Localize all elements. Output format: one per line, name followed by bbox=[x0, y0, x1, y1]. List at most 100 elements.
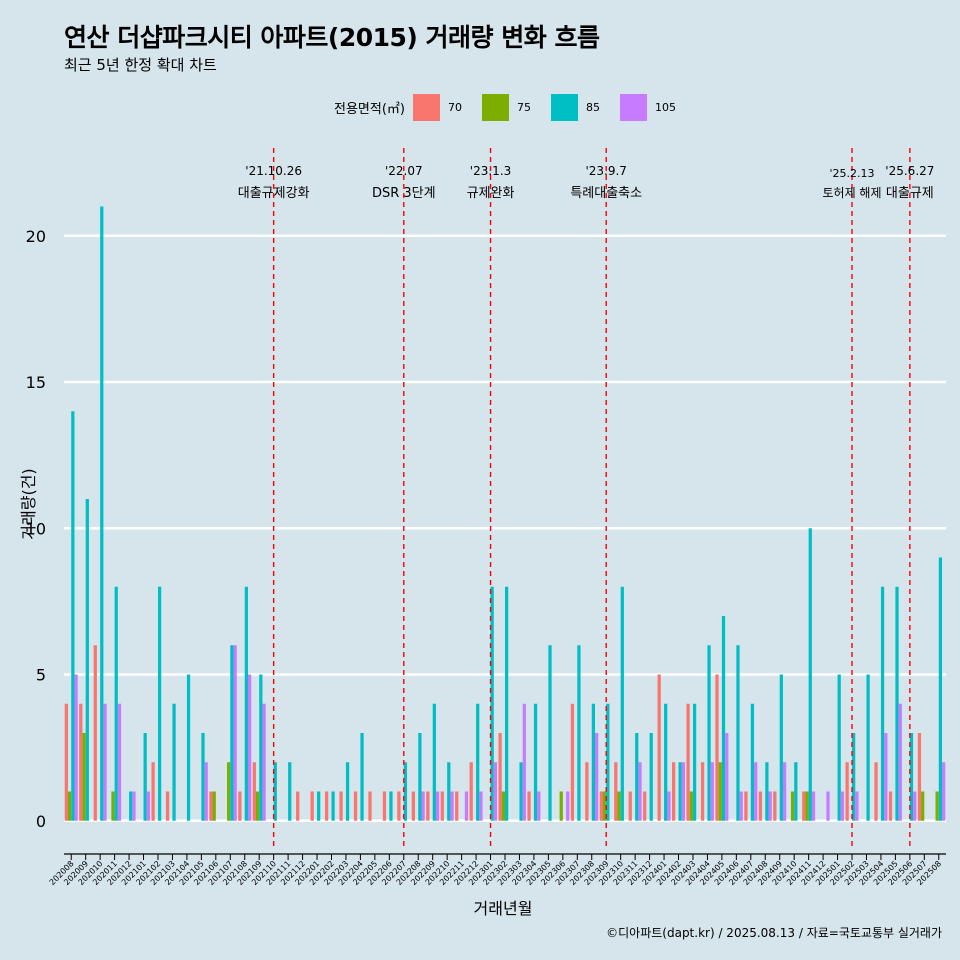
legend-label-105: 105 bbox=[654, 100, 676, 114]
bar-85-202401 bbox=[664, 703, 668, 821]
bar-85-202310 bbox=[620, 586, 624, 821]
bar-75-202302 bbox=[501, 791, 505, 821]
bar-105-202211 bbox=[464, 791, 469, 821]
bar-70-202408 bbox=[758, 791, 763, 821]
bar-105-202306 bbox=[566, 791, 570, 821]
bar-70-202201 bbox=[310, 791, 314, 821]
y-tick-label: 5 bbox=[36, 666, 46, 685]
bar-85-202206 bbox=[389, 791, 393, 821]
y-tick-label: 0 bbox=[36, 812, 46, 831]
legend-label-75: 75 bbox=[516, 100, 531, 114]
bar-75-202309 bbox=[602, 791, 607, 821]
bar-105-202012 bbox=[132, 791, 136, 821]
bar-75-202411 bbox=[805, 791, 809, 821]
bar-105-202311 bbox=[638, 762, 642, 821]
bar-85-202302 bbox=[505, 586, 509, 821]
bar-105-202108 bbox=[247, 674, 252, 821]
bar-70-202106 bbox=[209, 791, 213, 821]
bar-105-202401 bbox=[667, 791, 671, 821]
bar-70-202505 bbox=[888, 791, 893, 821]
bar-85-202305 bbox=[548, 645, 552, 821]
bar-70-202310 bbox=[614, 762, 618, 821]
bar-70-202205 bbox=[368, 791, 372, 821]
bar-105-202101 bbox=[146, 791, 151, 821]
bar-85-202504 bbox=[880, 586, 885, 821]
bar-70-202008 bbox=[64, 703, 68, 821]
bar-85-202104 bbox=[186, 674, 191, 821]
bar-85-202207 bbox=[403, 762, 408, 821]
bar-105-202501 bbox=[840, 791, 845, 821]
bar-85-202404 bbox=[707, 645, 711, 821]
bar-70-202109 bbox=[252, 762, 256, 821]
bar-70-202209 bbox=[426, 791, 430, 821]
bar-70-202206 bbox=[382, 791, 387, 821]
bar-105-202412 bbox=[826, 791, 830, 821]
x-axis: 2020082020092020102020112020122021012021… bbox=[48, 853, 946, 887]
bar-75-202109 bbox=[255, 791, 260, 821]
bar-70-202010 bbox=[93, 645, 97, 821]
legend-label-70: 70 bbox=[447, 100, 462, 114]
legend-item-70: 70 bbox=[412, 93, 474, 121]
bar-85-202501 bbox=[837, 674, 841, 821]
bar-70-202304 bbox=[527, 791, 531, 821]
bar-85-202208 bbox=[418, 733, 422, 821]
bar-105-202107 bbox=[233, 645, 237, 821]
bar-105-202301 bbox=[493, 762, 498, 821]
bar-85-202301 bbox=[490, 586, 494, 821]
bars bbox=[64, 206, 946, 821]
bar-70-202405 bbox=[715, 674, 719, 821]
bar-85-202010 bbox=[100, 206, 104, 821]
bar-85-202508 bbox=[938, 557, 943, 821]
bar-70-202108 bbox=[238, 791, 242, 821]
bar-70-202507 bbox=[917, 733, 922, 821]
bar-85-202506 bbox=[909, 733, 914, 821]
bar-85-202408 bbox=[765, 762, 769, 821]
y-axis-label: 거래량(건) bbox=[19, 468, 38, 539]
bar-85-202407 bbox=[750, 703, 755, 821]
bar-70-202207 bbox=[397, 791, 401, 821]
bar-105-202508 bbox=[942, 762, 946, 821]
y-tick-label: 10 bbox=[26, 519, 46, 538]
bar-70-202312 bbox=[643, 791, 647, 821]
event-desc-label: 특례대출축소 bbox=[570, 186, 642, 201]
bar-85-202307 bbox=[577, 645, 581, 821]
event-desc-label: DSR 3단계 bbox=[372, 186, 436, 201]
bar-85-202503 bbox=[866, 674, 870, 821]
bar-75-202107 bbox=[227, 762, 231, 821]
bar-105-202506 bbox=[913, 791, 917, 821]
bar-85-202406 bbox=[736, 645, 740, 821]
bar-70-202402 bbox=[672, 762, 676, 821]
bar-75-202410 bbox=[790, 791, 795, 821]
bar-105-202212 bbox=[479, 791, 483, 821]
bar-85-202204 bbox=[360, 733, 364, 821]
bar-70-202504 bbox=[874, 762, 878, 821]
bar-75-202009 bbox=[82, 733, 86, 821]
bar-85-202409 bbox=[779, 674, 783, 821]
bar-70-202202 bbox=[324, 791, 329, 821]
legend-swatch-75 bbox=[481, 93, 509, 121]
bar-85-202405 bbox=[721, 616, 726, 821]
legend-title: 전용면적(㎡) bbox=[334, 101, 405, 117]
bar-70-202302 bbox=[498, 733, 502, 821]
bar-75-202507 bbox=[921, 791, 925, 821]
legend-swatch-70 bbox=[412, 93, 440, 121]
bar-105-202402 bbox=[681, 762, 686, 821]
bar-75-202008 bbox=[67, 791, 72, 821]
event-date-label: '25.2.13 bbox=[830, 167, 875, 180]
bar-70-202204 bbox=[353, 791, 358, 821]
bar-85-202203 bbox=[345, 762, 350, 821]
bar-85-202011 bbox=[114, 586, 118, 821]
bar-85-202201 bbox=[317, 791, 321, 821]
bar-70-202404 bbox=[700, 762, 705, 821]
bar-105-202504 bbox=[884, 733, 888, 821]
bar-85-202108 bbox=[244, 586, 248, 821]
bar-70-202401 bbox=[657, 674, 661, 821]
bar-70-202411 bbox=[802, 791, 806, 821]
bar-85-202309 bbox=[606, 703, 610, 821]
chart-subtitle: 최근 5년 한정 확대 차트 bbox=[64, 56, 217, 74]
bar-75-202306 bbox=[559, 791, 563, 821]
bar-70-202308 bbox=[585, 762, 589, 821]
x-axis-label: 거래년월 bbox=[474, 899, 533, 918]
bar-70-202103 bbox=[165, 791, 170, 821]
bar-70-202208 bbox=[411, 791, 415, 821]
